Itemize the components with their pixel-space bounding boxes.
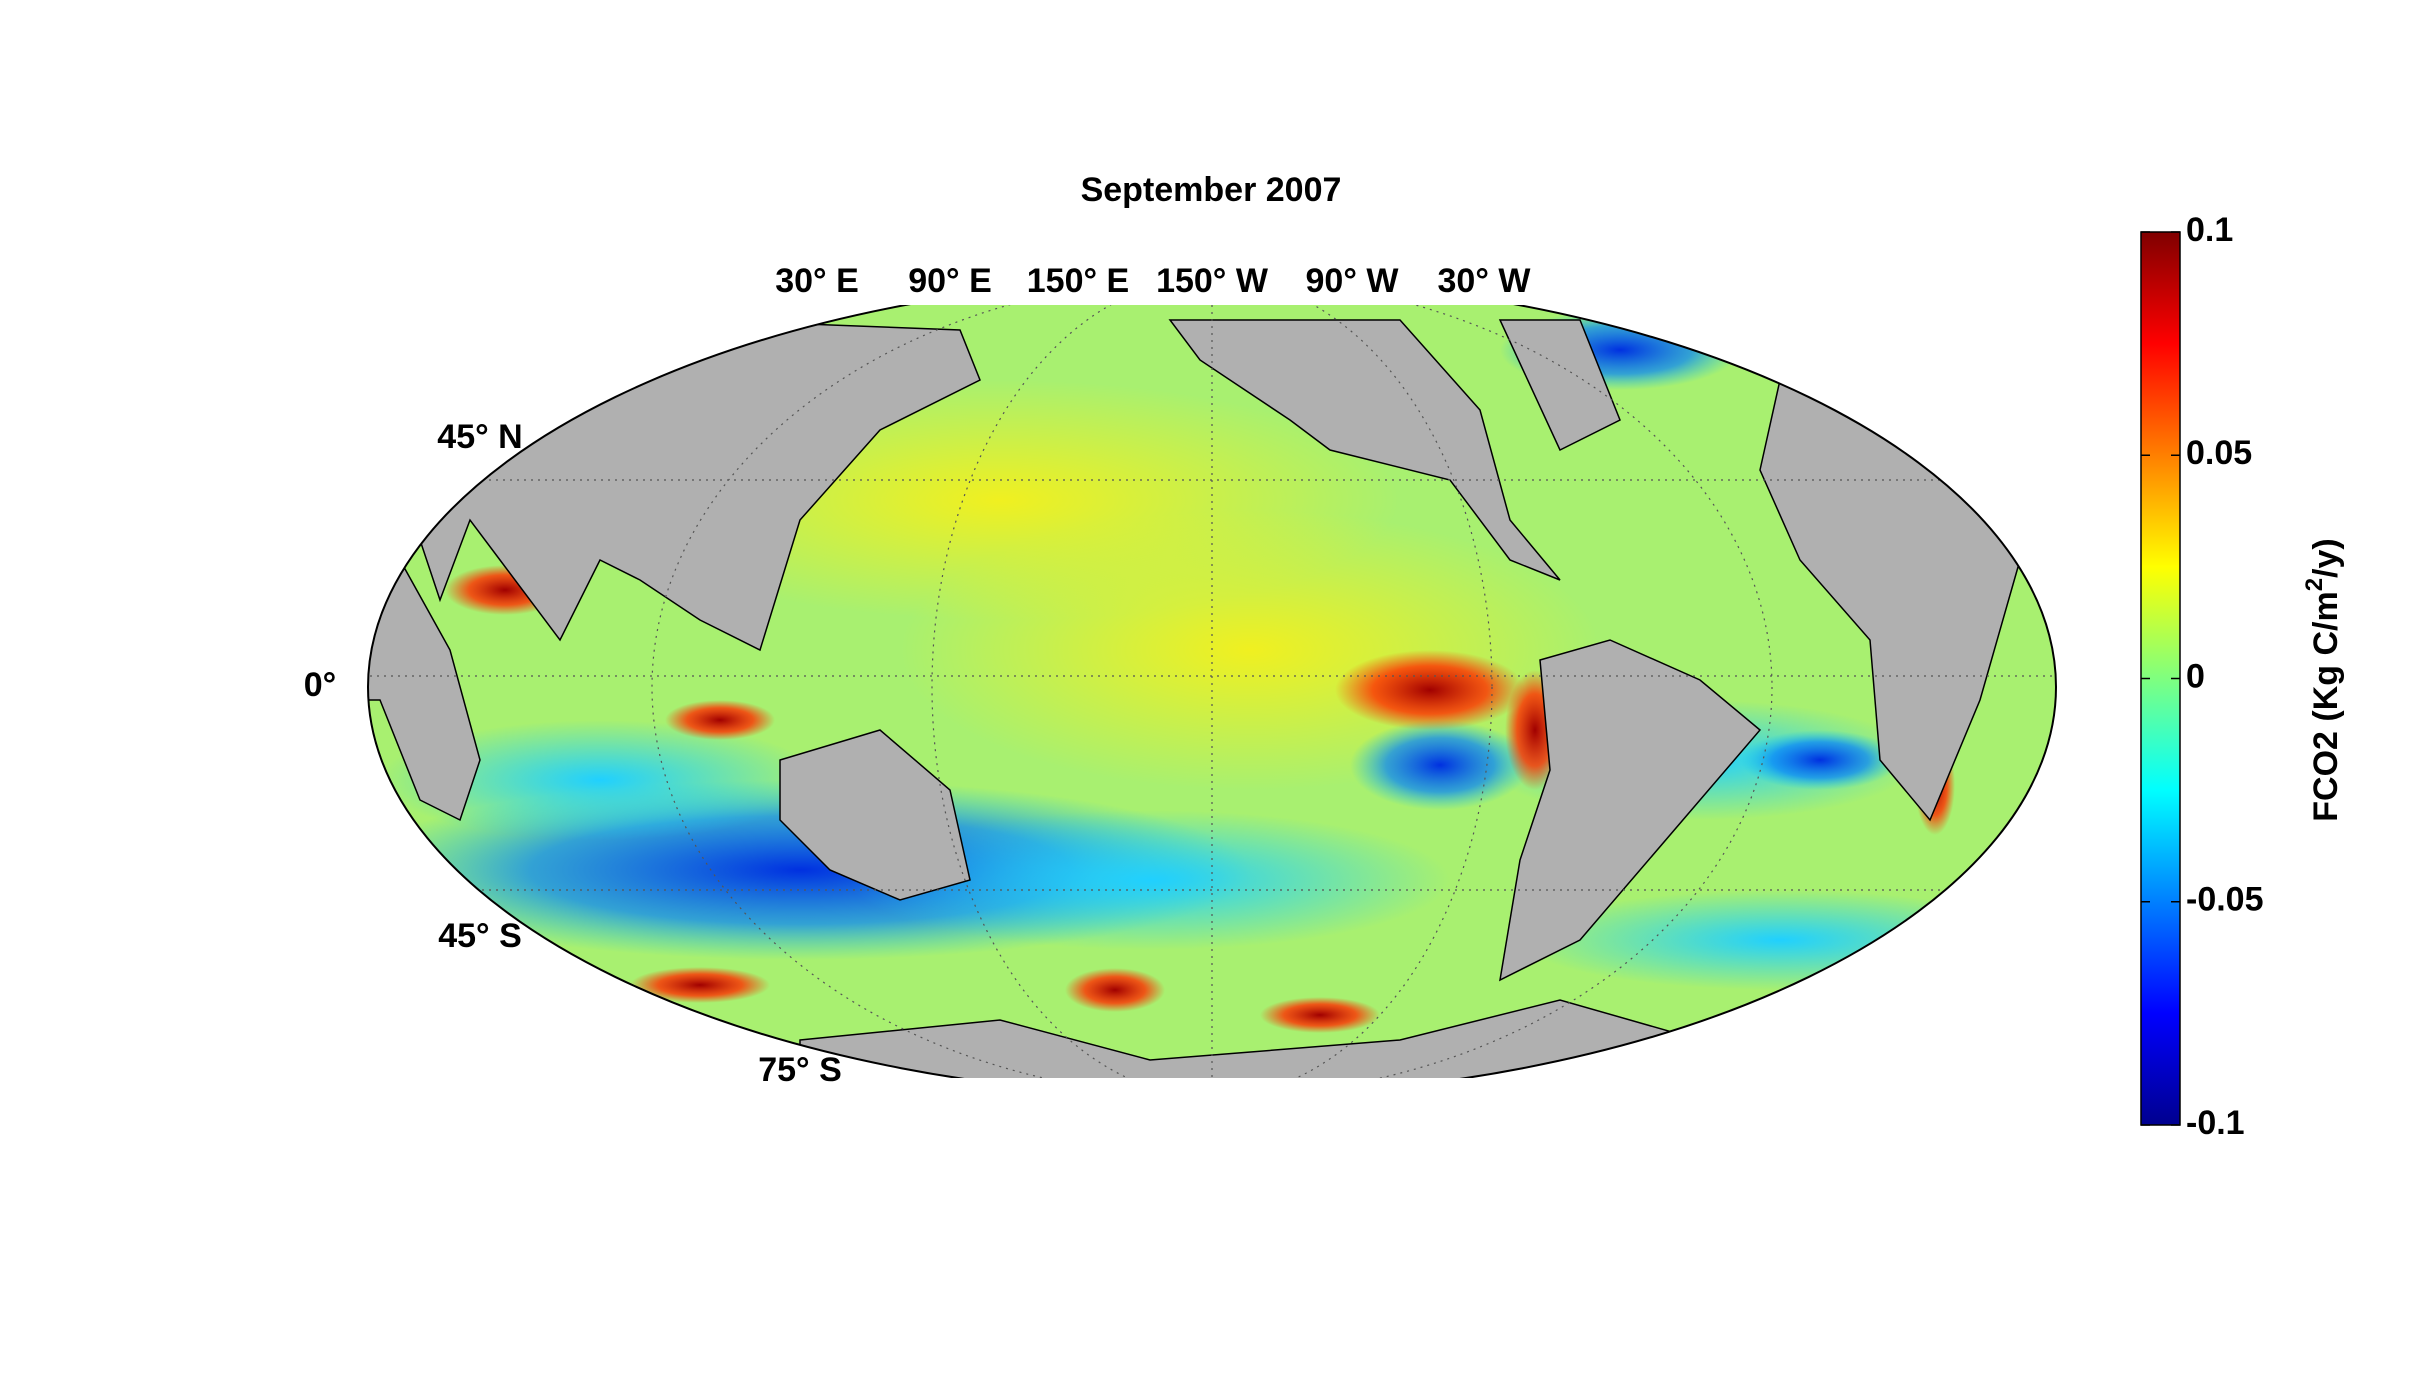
colorbar-tick-label: -0.05 — [2186, 881, 2264, 919]
colorbar-tick-label: -0.1 — [2186, 1104, 2245, 1142]
colorbar-tick-label: 0.1 — [2186, 211, 2233, 249]
colorbar-label-text: FCO2 (Kg C/m — [2307, 591, 2345, 821]
colorbar-label: FCO2 (Kg C/m2/y) — [2301, 538, 2345, 822]
colorbar-label-sup: 2 — [2301, 578, 2328, 591]
longitude-labels: 30° E 90° E 150° E 150° W 90° W 30° W — [775, 262, 1531, 300]
colorbar-label-end: /y) — [2307, 538, 2345, 578]
lon-label: 30° W — [1438, 262, 1532, 300]
colorbar-tick-label: 0.05 — [2186, 434, 2252, 472]
title: September 2007 — [1081, 171, 1342, 209]
lon-label: 90° W — [1306, 262, 1400, 300]
lon-label: 150° W — [1156, 262, 1269, 300]
lat-label: 45° S — [438, 917, 522, 955]
lon-label: 150° E — [1027, 262, 1129, 300]
latitude-labels: 45° N 0° 45° S 75° S — [304, 418, 842, 1089]
lon-label: 90° E — [908, 262, 992, 300]
lat-label: 75° S — [758, 1051, 842, 1089]
lat-label: 0° — [304, 666, 337, 704]
lat-label: 45° N — [437, 418, 522, 456]
map — [367, 305, 2057, 1078]
colorbar-ticks: 0.1 0.05 0 -0.05 -0.1 — [2141, 211, 2264, 1142]
colorbar-tick-label: 0 — [2186, 657, 2205, 695]
lon-label: 30° E — [775, 262, 859, 300]
